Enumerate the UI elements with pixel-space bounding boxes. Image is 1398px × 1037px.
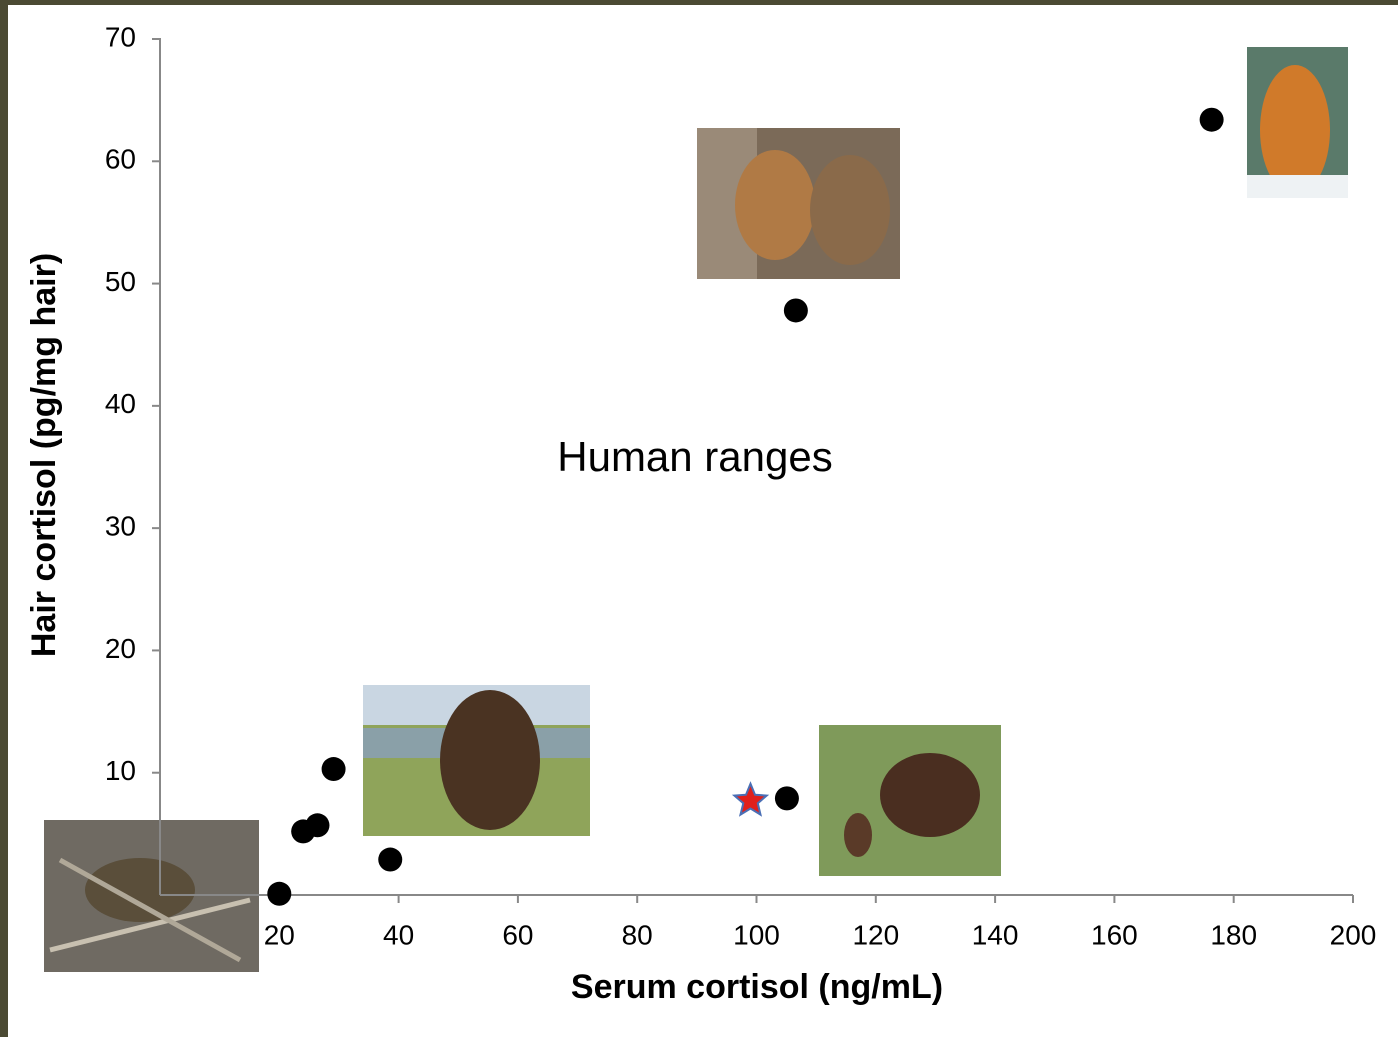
photo-bear: [819, 725, 1001, 876]
annotation: Human ranges: [557, 433, 832, 480]
photo-hyrax: [44, 820, 259, 972]
x-tick-label: 120: [852, 919, 899, 950]
y-tick-label: 30: [105, 511, 136, 542]
x-tick-label: 60: [502, 919, 533, 950]
point: [267, 881, 292, 906]
photo-muskox: [363, 685, 590, 836]
photo-tiger: [1247, 47, 1348, 198]
point: [321, 757, 346, 782]
x-tick-label: 80: [622, 919, 653, 950]
point: [378, 847, 403, 872]
y-tick-label: 40: [105, 388, 136, 419]
y-tick-label: 20: [105, 633, 136, 664]
point: [305, 813, 330, 838]
photo-horses: [697, 128, 900, 279]
x-tick-label: 180: [1210, 919, 1257, 950]
x-tick-label: 40: [383, 919, 414, 950]
point: [783, 298, 808, 323]
point: [1199, 107, 1224, 132]
x-tick-label: 140: [972, 919, 1019, 950]
y-axis-title: Hair cortisol (pg/mg hair): [25, 253, 63, 657]
x-tick-label: 20: [264, 919, 295, 950]
star-point: [731, 781, 770, 817]
y-tick-label: 50: [105, 266, 136, 297]
x-tick-label: 100: [733, 919, 780, 950]
x-tick-label: 160: [1091, 919, 1138, 950]
x-tick-label: 200: [1330, 919, 1377, 950]
y-tick-label: 60: [105, 144, 136, 175]
y-tick-label: 70: [105, 21, 136, 52]
x-axis-title: Serum cortisol (ng/mL): [571, 968, 943, 1006]
point: [774, 786, 799, 811]
y-tick-label: 10: [105, 755, 136, 786]
